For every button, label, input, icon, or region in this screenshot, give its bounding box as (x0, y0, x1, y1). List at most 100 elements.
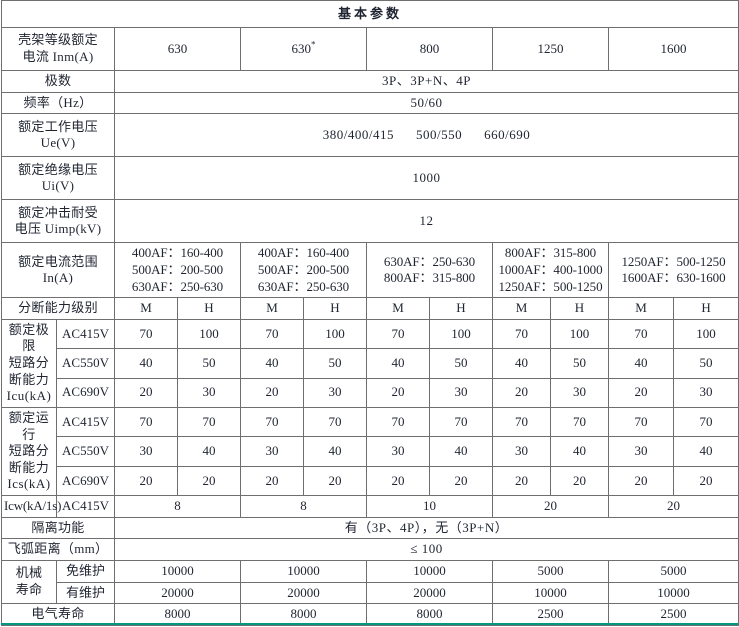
ics-ac550v-v6: 40 (429, 436, 493, 467)
icu-label-line2: 短路分 (8, 355, 50, 370)
frame-value-630-star: 630* (240, 27, 367, 71)
current-range-col-2: 400AF：160-400 500AF：200-500 630AF：250-63… (240, 242, 367, 299)
ics-voltage-ac550v: AC550V (56, 436, 115, 467)
icu-label-line3: 断能力 (8, 371, 50, 387)
icu-ac690v-v3: 20 (240, 377, 304, 408)
ics-ac550v-v10: 40 (672, 436, 739, 467)
icu-ac550v-v10: 50 (672, 348, 739, 379)
ics-ac690v-v8: 20 (550, 465, 609, 497)
current-range-col-4-line2: 1000AF：400-1000 (498, 261, 603, 277)
breaking-class-row: 分断能力级别 M H M H M H M H M H (1, 297, 739, 320)
current-range-col-5-line1: 1250AF：500-1250 (621, 253, 726, 269)
icu-ac415v-v9: 70 (608, 318, 674, 350)
ics-ac415v-v10: 70 (672, 406, 739, 438)
ui-label: 额定绝缘电压 Ui(V) (1, 156, 115, 201)
ics-ac550v-v1: 30 (114, 436, 178, 467)
ics-ac690v-v4: 20 (303, 465, 367, 497)
electrical-life-v1: 8000 (114, 603, 241, 626)
current-range-col-1: 400AF：160-400 500AF：200-500 630AF：250-63… (114, 242, 241, 299)
ics-voltage-ac415v: AC415V (56, 406, 115, 438)
icu-row-ac550v: AC550V 40 50 40 50 40 50 40 50 40 50 (2, 348, 739, 379)
ics-voltage-ac690v: AC690V (56, 465, 115, 497)
electrical-life-v5: 2500 (607, 603, 739, 626)
icw-value-4: 20 (492, 495, 609, 518)
ics-label-line4: Ics(kA) (7, 476, 51, 492)
mechanical-life-with-maintenance-row: 有维护 20000 20000 20000 10000 10000 (2, 581, 739, 605)
ics-ac415v-v8: 70 (550, 406, 609, 438)
ics-label-line3: 断能力 (8, 459, 50, 475)
icu-ac550v-v8: 50 (550, 348, 609, 379)
uimp-label: 额定冲击耐受 电压 Uimp(kV) (1, 199, 115, 244)
ics-ac415v-v5: 70 (366, 406, 430, 438)
ics-ac415v-v2: 70 (177, 406, 241, 438)
ics-ac690v-v2: 20 (177, 465, 241, 497)
mechanical-life-label: 机械 寿命 (1, 559, 57, 605)
icu-label: 额定极限 短路分 断能力 Icu(kA) (1, 318, 57, 408)
mechanical-life-with-maintenance-label: 有维护 (56, 581, 115, 605)
current-range-col-3: 630AF：250-630 800AF：315-800 (366, 242, 493, 299)
mechanical-life-no-maintenance-v4: 5000 (492, 559, 609, 583)
breaking-class-grade-2: H (177, 297, 241, 320)
icu-ac690v-v4: 30 (303, 377, 367, 408)
icu-ac415v-v7: 70 (492, 318, 551, 350)
ics-ac690v-v5: 20 (366, 465, 430, 497)
frequency-label: 频率（Hz） (1, 91, 115, 115)
ics-ac415v-v9: 70 (608, 406, 674, 438)
ics-ac690v-v1: 20 (114, 465, 178, 497)
icw-row: Icw(kA/1s) AC415V 8 8 10 20 20 (1, 495, 739, 518)
frequency-row: 频率（Hz） 50/60 (1, 91, 739, 115)
current-range-col-2-line3: 630AF：250-630 (257, 278, 350, 294)
mechanical-life-label-line1: 机械 (15, 565, 43, 581)
frame-value-800: 800 (366, 27, 493, 71)
ics-ac415v-v4: 70 (303, 406, 367, 438)
frame-value-630-text: 630 (167, 40, 188, 56)
ics-ac415v-v1: 70 (114, 406, 178, 438)
icu-ac415v-v8: 100 (550, 318, 609, 350)
ics-ac550v-v2: 40 (177, 436, 241, 467)
ics-ac415v-v6: 70 (429, 406, 493, 438)
current-range-col-2-line2: 500AF：200-500 (257, 261, 350, 277)
frequency-value: 50/60 (113, 91, 739, 115)
poles-row: 极数 3P、3P+N、4P (1, 70, 739, 93)
mechanical-life-with-maintenance-v5: 10000 (607, 581, 739, 605)
icw-value-2: 8 (240, 495, 367, 518)
electrical-life-label: 电气寿命 (1, 603, 115, 626)
poles-label: 极数 (1, 70, 115, 93)
icu-ac690v-v10: 30 (672, 377, 739, 408)
ics-ac690v-v3: 20 (240, 465, 304, 497)
icu-ac550v-v3: 40 (240, 348, 304, 379)
breaking-class-grade-3: M (240, 297, 304, 320)
frame-rating-row: 壳架等级额定 电流 Inm(A) 630 630* 800 1250 1600 (1, 27, 739, 71)
mechanical-life-with-maintenance-v4: 10000 (492, 581, 609, 605)
icu-label-line1: 额定极限 (8, 321, 50, 354)
ue-label-line2: Ue(V) (40, 135, 76, 151)
icu-ac415v-v10: 100 (672, 318, 739, 350)
current-range-col-2-line1: 400AF：160-400 (257, 245, 350, 261)
current-range-row: 额定电流范围 In(A) 400AF：160-400 500AF：200-500… (1, 242, 739, 299)
icu-row-ac415v: 额定极限 短路分 断能力 Icu(kA) AC415V 70 100 70 10… (1, 318, 739, 408)
icu-ac415v-v5: 70 (366, 318, 430, 350)
ue-label: 额定工作电压 Ue(V) (1, 113, 115, 158)
ics-ac690v-v10: 20 (672, 465, 739, 497)
breaking-class-label: 分断能力级别 (1, 297, 115, 320)
icu-ac550v-v6: 50 (429, 348, 493, 379)
mechanical-life-with-maintenance-v1: 20000 (114, 581, 241, 605)
breaking-class-grade-10: H (672, 297, 739, 320)
current-range-col-5-line2: 1600AF：630-1600 (621, 270, 726, 286)
icu-ac415v-v3: 70 (240, 318, 304, 350)
current-range-col-4-line1: 800AF：315-800 (504, 245, 597, 261)
ics-label: 额定运行 短路分 断能力 Ics(kA) (1, 406, 57, 497)
breaking-class-grade-8: H (550, 297, 609, 320)
frame-value-1250: 1250 (492, 27, 609, 71)
icu-ac415v-v1: 70 (114, 318, 178, 350)
icu-ac550v-v7: 40 (492, 348, 551, 379)
frame-value-800-text: 800 (419, 40, 440, 56)
icu-voltage-ac690v: AC690V (56, 377, 115, 408)
arc-distance-value: ≤ 100 (113, 538, 739, 561)
mechanical-life-no-maintenance-v5: 5000 (607, 559, 739, 583)
bottom-accent-rule (1, 623, 738, 625)
ui-value: 1000 (113, 156, 739, 201)
isolation-value: 有（3P、4P），无（3P+N） (113, 516, 739, 540)
ics-ac690v-v7: 20 (492, 465, 551, 497)
